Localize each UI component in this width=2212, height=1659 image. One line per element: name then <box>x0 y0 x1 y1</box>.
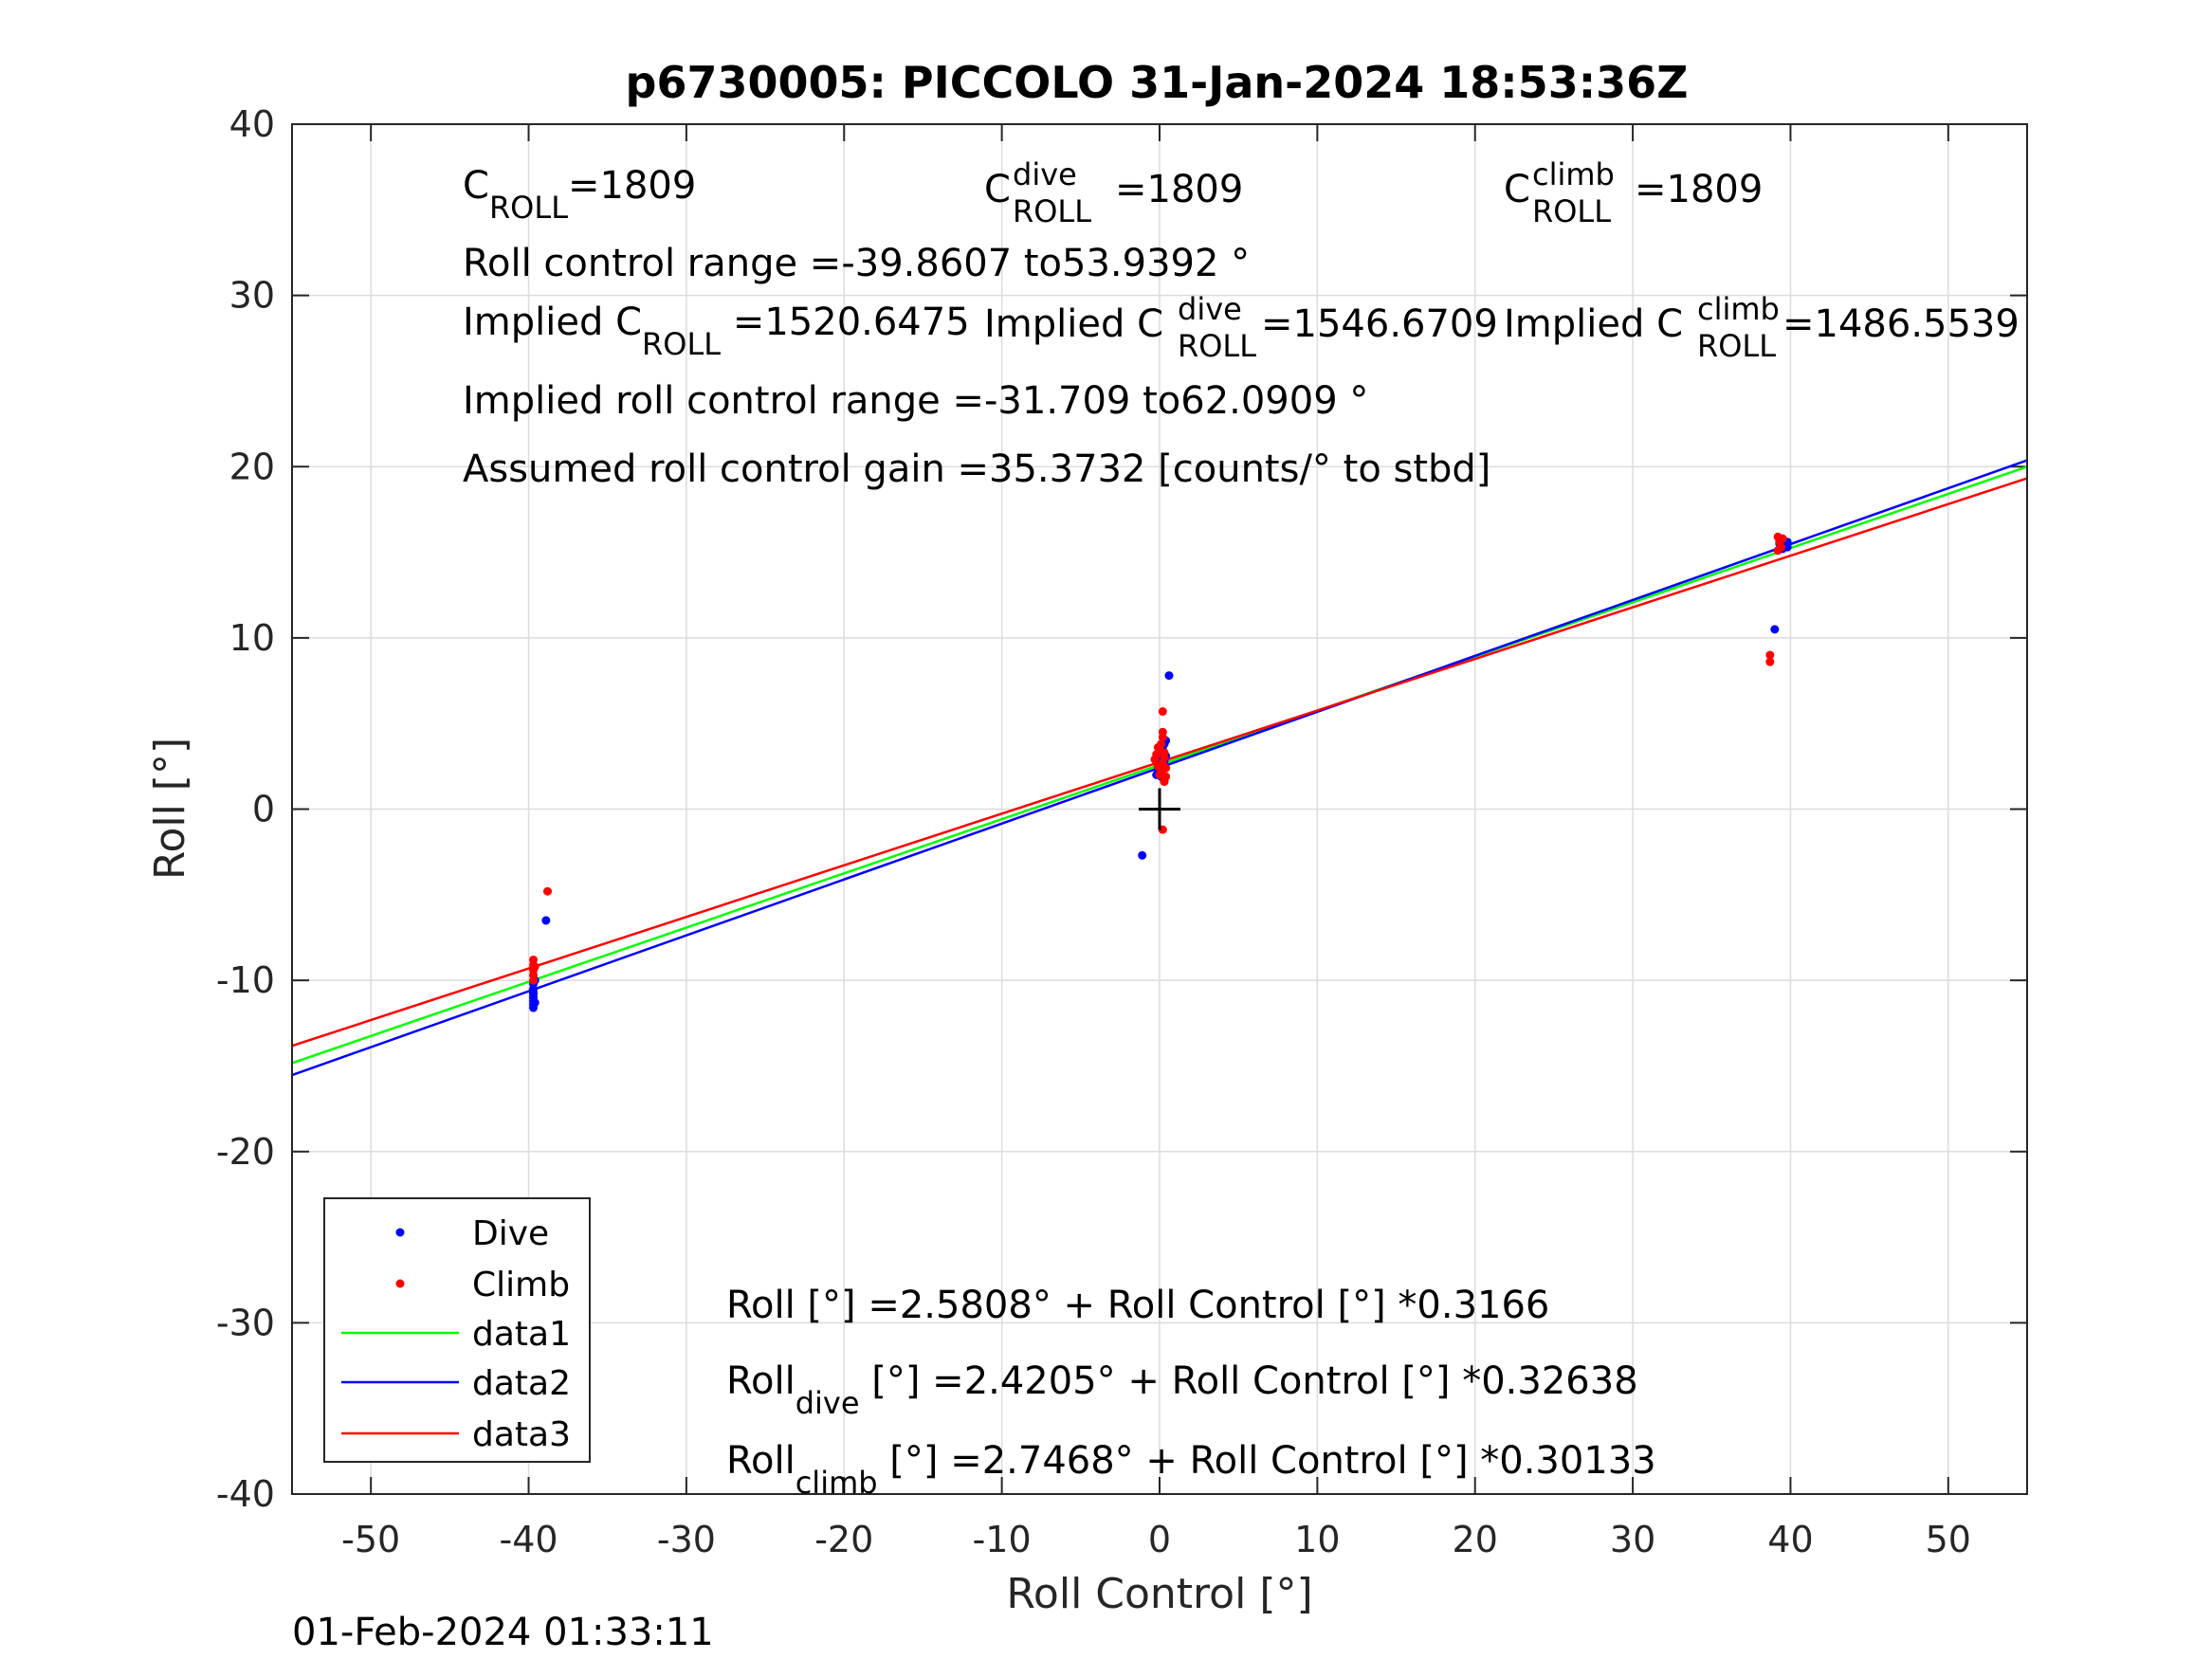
y-axis-label: Roll [°] <box>146 738 194 880</box>
y-axis-ticks: -40 -30 -20 -10 0 10 20 30 40 <box>216 103 2027 1515</box>
climb-point <box>1161 763 1171 773</box>
legend-label-data1: data1 <box>472 1315 571 1354</box>
dive-point <box>541 916 551 925</box>
y-tick-label: -20 <box>216 1131 275 1173</box>
legend-label-dive: Dive <box>472 1214 549 1253</box>
data-points <box>529 532 1792 1012</box>
x-axis-label: Roll Control [°] <box>1006 1570 1312 1618</box>
dive-point <box>1782 542 1792 552</box>
climb-point <box>529 975 539 985</box>
chart-title: p6730005: PICCOLO 31-Jan-2024 18:53:36Z <box>626 57 1689 108</box>
implied-c-roll-dive-annotation: Implied C dive ROLL =1546.6709 <box>984 285 1498 366</box>
dive-point <box>1164 671 1174 681</box>
climb-point <box>1765 657 1775 666</box>
x-tick-label: 40 <box>1767 1519 1813 1560</box>
assumed-gain-text: Assumed roll control gain =35.3732 [coun… <box>463 447 1490 491</box>
climb-point <box>1158 727 1167 737</box>
implied-c-roll-climb-annotation: Implied C climb ROLL =1486.5539 <box>1504 285 2020 366</box>
legend: Dive Climb data1 data2 data3 <box>323 1197 591 1463</box>
x-axis-ticks: -50 -40 -30 -20 -10 0 10 20 30 40 50 <box>341 124 1971 1560</box>
x-tick-label: 10 <box>1294 1519 1340 1560</box>
climb-point <box>1153 742 1162 752</box>
c-roll-climb-annotation: C climb ROLL =1809 <box>1504 151 1763 231</box>
y-tick-label: 30 <box>229 275 275 317</box>
climb-point <box>543 886 553 896</box>
dive-point <box>1770 625 1780 634</box>
equation-climb: Rollclimb [°] =2.7468° + Roll Control [°… <box>726 1439 1656 1501</box>
x-tick-label: -50 <box>341 1519 400 1560</box>
y-tick-label: -40 <box>216 1473 275 1515</box>
legend-box <box>323 1197 591 1463</box>
equation-all: Roll [°] =2.5808° + Roll Control [°] *0.… <box>726 1284 1549 1327</box>
roll-control-range-text: Roll control range =-39.8607 to53.9392 ° <box>463 242 1250 285</box>
x-tick-label: -40 <box>500 1519 558 1560</box>
dive-point <box>530 998 539 1008</box>
y-tick-label: 0 <box>252 789 275 830</box>
climb-point <box>1773 546 1782 556</box>
x-tick-label: 30 <box>1610 1519 1655 1560</box>
x-tick-label: -20 <box>814 1519 873 1560</box>
dive-point <box>529 988 539 997</box>
y-tick-label: -10 <box>216 959 275 1001</box>
x-tick-label: 0 <box>1148 1519 1171 1560</box>
legend-label-data2: data2 <box>472 1364 571 1403</box>
axes-box <box>291 123 2028 1495</box>
dive-point <box>1138 850 1147 860</box>
climb-point <box>1160 748 1169 757</box>
climb-point <box>530 962 539 972</box>
implied-range-text: Implied roll control range =-31.709 to62… <box>463 379 1368 423</box>
legend-label-climb: Climb <box>472 1266 570 1304</box>
climb-point <box>1765 650 1775 660</box>
origin-marker <box>1139 788 1180 830</box>
climb-point <box>1155 770 1164 779</box>
implied-c-roll-annotation: Implied CROLL =1520.6475 <box>463 301 970 362</box>
timestamp: 01-Feb-2024 01:33:11 <box>292 1611 714 1654</box>
equation-dive: Rolldive [°] =2.4205° + Roll Control [°]… <box>726 1359 1638 1421</box>
legend-label-data3: data3 <box>472 1415 571 1454</box>
x-tick-label: 20 <box>1453 1519 1498 1560</box>
c-roll-annotation: CROLL=1809 <box>463 164 696 226</box>
legend-swatch-climb <box>395 1279 405 1288</box>
y-tick-label: 10 <box>229 617 275 659</box>
legend-swatch-dive <box>395 1228 405 1237</box>
x-tick-label: -30 <box>657 1519 716 1560</box>
y-tick-label: 20 <box>229 446 275 487</box>
c-roll-dive-annotation: C dive ROLL =1809 <box>984 151 1243 231</box>
x-tick-label: 50 <box>1926 1519 1971 1560</box>
climb-point <box>1158 707 1167 717</box>
climb-point <box>1778 534 1787 543</box>
x-tick-label: -10 <box>973 1519 1032 1560</box>
y-tick-label: -30 <box>216 1302 275 1343</box>
y-tick-label: 40 <box>229 103 275 145</box>
